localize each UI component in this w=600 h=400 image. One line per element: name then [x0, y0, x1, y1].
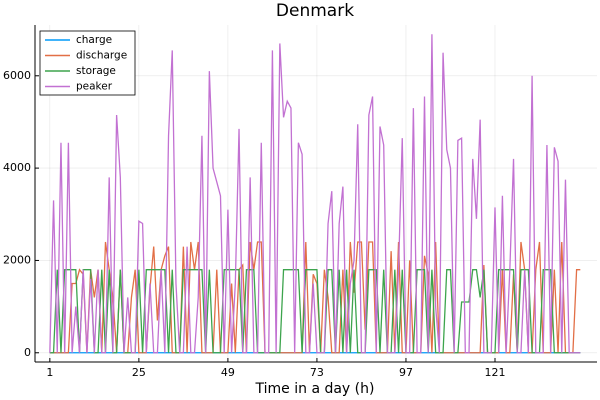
- legend-label: charge: [76, 34, 112, 46]
- legend-label: storage: [76, 65, 116, 77]
- x-tick-label: 73: [310, 366, 324, 379]
- legend-label: peaker: [76, 81, 113, 93]
- y-tick-label: 4000: [3, 161, 31, 174]
- x-tick-label: 49: [221, 366, 235, 379]
- x-tick-label: 1: [46, 366, 53, 379]
- x-tick-label: 25: [132, 366, 146, 379]
- x-tick-label: 121: [484, 366, 505, 379]
- chart-title: Denmark: [276, 1, 354, 21]
- legend-label: discharge: [76, 50, 127, 62]
- x-tick-label: 97: [399, 366, 413, 379]
- y-tick-label: 0: [24, 346, 31, 359]
- y-tick-label: 2000: [3, 253, 31, 266]
- legend-box: [39, 30, 136, 96]
- x-axis-label: Time in a day (h): [255, 381, 375, 397]
- y-tick-label: 6000: [3, 69, 31, 82]
- series-line: [49, 34, 581, 354]
